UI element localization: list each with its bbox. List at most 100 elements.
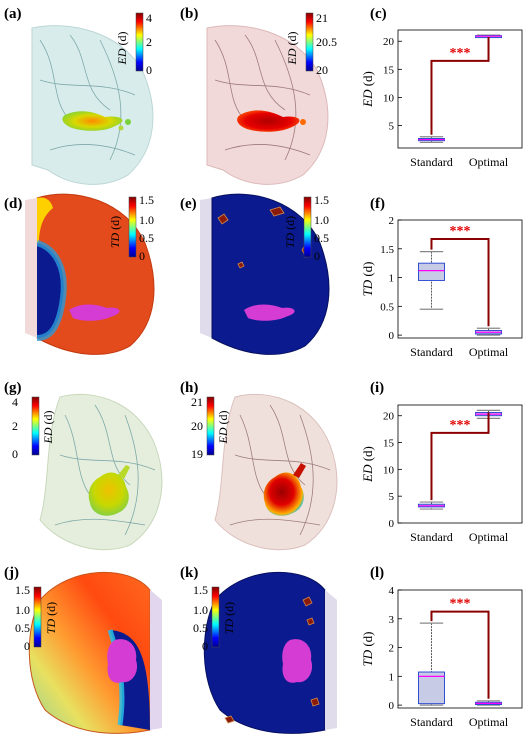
y-axis-title: TD (d) xyxy=(360,261,375,296)
x-category-label: Standard xyxy=(410,345,453,359)
colorbar-g: 4 2 0 ED (d) xyxy=(12,395,55,461)
cbar-tick: 20 xyxy=(191,419,203,433)
cbar-tick: 0.5 xyxy=(139,231,154,245)
panel-label-f: (f) xyxy=(370,196,385,212)
cbar-title: ED xyxy=(285,48,299,65)
y-tick-label: 0 xyxy=(389,330,395,342)
cbar-tick: 20 xyxy=(316,63,328,77)
axes-frame xyxy=(397,219,523,339)
breast-render-h xyxy=(214,393,338,551)
cbar-unit: (d) xyxy=(222,602,236,616)
y-tick-label: 20 xyxy=(383,36,395,48)
cbar-tick: 21 xyxy=(316,11,328,25)
cbar-unit: (d) xyxy=(41,411,55,425)
y-tick-label: 5 xyxy=(389,121,395,133)
cbar-tick: 1.5 xyxy=(314,193,329,207)
panel-label-l: (l) xyxy=(370,565,385,581)
panel-label-k: (k) xyxy=(180,565,199,581)
colorbar-k: 1.5 1.0 0.5 0 TD (d) xyxy=(193,583,236,653)
cbar-tick: 0.5 xyxy=(314,231,329,245)
axes-frame xyxy=(397,404,523,524)
breast-render-d xyxy=(25,193,155,355)
cbar-unit: (d) xyxy=(115,32,129,46)
breast-render-j xyxy=(28,571,162,734)
cbar-tick: 0 xyxy=(24,639,30,653)
significance-bracket xyxy=(430,237,490,327)
svg-text:ED (d): ED (d) xyxy=(285,32,299,66)
cbar-tick: 0 xyxy=(146,63,152,77)
cbar-title: ED xyxy=(115,48,129,65)
cbar-tick: 0 xyxy=(12,447,18,461)
significance-bracket xyxy=(430,412,490,501)
svg-text:ED (d): ED (d) xyxy=(115,32,129,66)
cbar-unit: (d) xyxy=(108,216,122,230)
y-tick-label: 1.5 xyxy=(380,244,394,256)
svg-text:TD (d): TD (d) xyxy=(44,602,58,634)
boxplot-f: 0 0.5 1 1.5 2 TD (d) Standard Optimal *** xyxy=(360,215,523,359)
y-axis-title: ED (d) xyxy=(360,446,375,483)
y-tick-label: 1 xyxy=(389,273,395,285)
boxplot-l: 0 1 2 3 4 TD (d) Standard Optimal *** xyxy=(360,585,523,729)
x-category-label: Standard xyxy=(410,155,453,169)
cbar-title: ED xyxy=(216,427,230,444)
tumor-e xyxy=(244,304,295,321)
cbar-title: TD xyxy=(222,618,236,634)
x-category-label: Optimal xyxy=(469,155,509,169)
cbar-tick: 1.0 xyxy=(139,213,154,227)
significance-stars: *** xyxy=(450,597,471,612)
cbar-tick: 2 xyxy=(146,35,152,49)
cbar-tick: 1.0 xyxy=(193,603,208,617)
y-tick-label: 0.5 xyxy=(380,301,394,313)
breast-render-a xyxy=(31,25,154,185)
cbar-tick: 1.5 xyxy=(193,583,208,597)
panel-label-h: (h) xyxy=(180,380,199,396)
cbar-tick: 2 xyxy=(12,419,18,433)
boxplot-i: 0 5 10 15 20 ED (d) Standard Optimal *** xyxy=(360,404,523,544)
x-category-label: Optimal xyxy=(469,345,509,359)
cbar-tick: 1.5 xyxy=(15,583,30,597)
panel-label-e: (e) xyxy=(180,196,197,212)
y-tick-label: 15 xyxy=(383,438,395,450)
colorbar-e: 1.5 1.0 0.5 0 TD (d) xyxy=(283,193,329,263)
breast-render-k xyxy=(203,571,337,734)
tumor-j xyxy=(107,639,138,683)
tumor-ed-a xyxy=(62,111,123,131)
y-tick-label: 2 xyxy=(389,643,395,655)
panel-label-i: (i) xyxy=(370,380,385,396)
panel-label-j: (j) xyxy=(4,565,19,581)
breast-render-g xyxy=(39,393,163,551)
colorbar-h: 21 20 19 ED (d) xyxy=(191,395,230,461)
y-axis-label: ED (d) xyxy=(360,71,375,108)
x-category-label: Optimal xyxy=(469,715,509,729)
axes-frame xyxy=(397,589,523,709)
y-axis-title: ED (d) xyxy=(360,71,375,108)
cbar-unit: (d) xyxy=(285,32,299,46)
cbar-unit: (d) xyxy=(44,602,58,616)
cbar-tick: 4 xyxy=(146,11,152,25)
cbar-tick: 0.5 xyxy=(193,621,208,635)
y-axis-title: TD (d) xyxy=(360,631,375,666)
significance-bracket xyxy=(430,610,490,699)
significance-stars: *** xyxy=(450,46,471,61)
panel-label-a: (a) xyxy=(4,6,22,22)
svg-text:ED (d): ED (d) xyxy=(41,411,55,445)
y-tick-label: 1 xyxy=(389,671,395,683)
panel-label-c: (c) xyxy=(370,6,387,22)
y-axis-label: TD (d) xyxy=(360,261,375,296)
cbar-title: TD xyxy=(108,232,122,248)
box xyxy=(418,671,445,705)
svg-text:TD (d): TD (d) xyxy=(222,602,236,634)
significance-stars: *** xyxy=(450,418,471,433)
y-tick-label: 10 xyxy=(383,464,395,476)
y-tick-label: 20 xyxy=(383,411,395,423)
panel-label-b: (b) xyxy=(180,6,199,22)
cbar-tick: 0 xyxy=(202,639,208,653)
y-tick-label: 3 xyxy=(389,614,395,626)
tumor-ed-b xyxy=(237,110,300,132)
boxplot-c: 5 10 15 20 ED (d) Standard Optimal *** xyxy=(360,29,523,169)
x-category-label: Optimal xyxy=(469,530,509,544)
tumor-ed-h xyxy=(263,472,304,516)
cbar-tick: 1.0 xyxy=(15,603,30,617)
tumor-ed-g xyxy=(88,472,129,516)
